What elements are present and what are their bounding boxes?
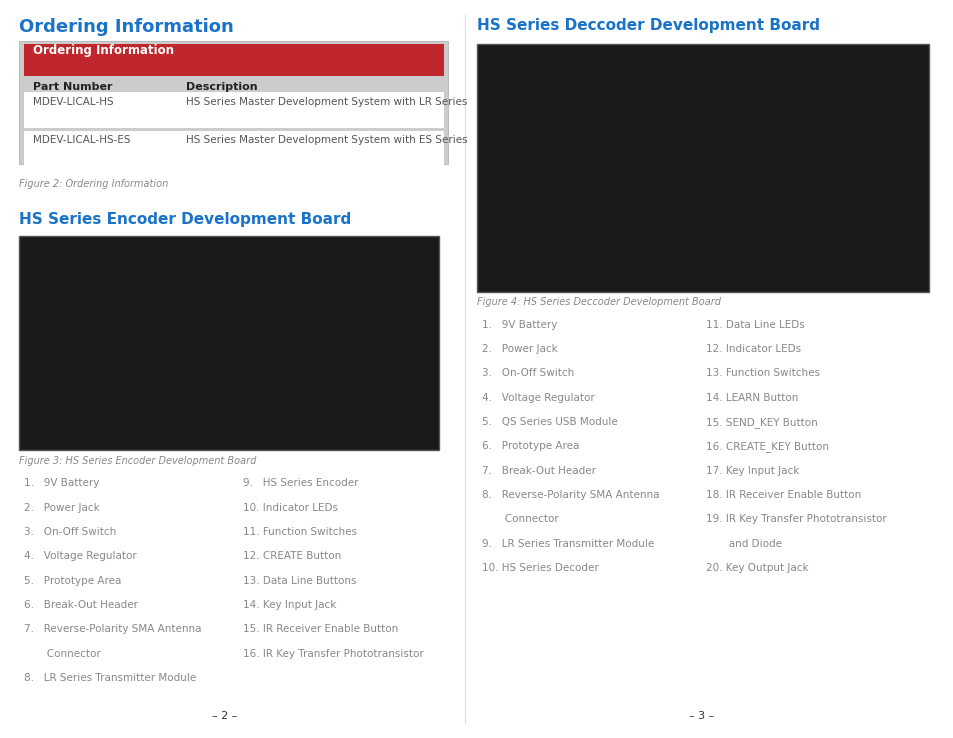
Text: 2.   Power Jack: 2. Power Jack (481, 344, 557, 354)
Text: 2.   Power Jack: 2. Power Jack (24, 503, 99, 513)
Text: 4.   Voltage Regulator: 4. Voltage Regulator (24, 551, 136, 562)
Text: 4.   Voltage Regulator: 4. Voltage Regulator (481, 393, 594, 403)
Text: 9.   HS Series Encoder: 9. HS Series Encoder (243, 478, 358, 489)
Text: 7.   Reverse-Polarity SMA Antenna: 7. Reverse-Polarity SMA Antenna (24, 624, 201, 635)
Text: 10. HS Series Decoder: 10. HS Series Decoder (481, 563, 598, 573)
Text: Connector: Connector (24, 649, 100, 659)
Text: – 2 –: – 2 – (212, 711, 236, 721)
Text: 3.   On-Off Switch: 3. On-Off Switch (24, 527, 116, 537)
Text: 12. Indicator LEDs: 12. Indicator LEDs (705, 344, 801, 354)
Text: Connector: Connector (481, 514, 558, 525)
Text: 6.   Prototype Area: 6. Prototype Area (481, 441, 578, 452)
Text: 7.   Break-Out Header: 7. Break-Out Header (481, 466, 595, 476)
Text: – 3 –: – 3 – (688, 711, 713, 721)
Text: Part Number: Part Number (33, 82, 112, 92)
FancyBboxPatch shape (476, 44, 928, 292)
Text: 11. Data Line LEDs: 11. Data Line LEDs (705, 320, 804, 330)
Text: Figure 4: HS Series Deccoder Development Board: Figure 4: HS Series Deccoder Development… (476, 297, 720, 308)
Text: 20. Key Output Jack: 20. Key Output Jack (705, 563, 808, 573)
Text: 13. Function Switches: 13. Function Switches (705, 368, 819, 379)
Text: Ordering Information: Ordering Information (33, 44, 174, 58)
Text: HS Series Master Development System with LR Series: HS Series Master Development System with… (186, 97, 467, 107)
Text: 6.   Break-Out Header: 6. Break-Out Header (24, 600, 137, 610)
FancyBboxPatch shape (19, 41, 448, 164)
Text: HS Series Encoder Development Board: HS Series Encoder Development Board (19, 212, 351, 227)
Text: 19. IR Key Transfer Phototransistor: 19. IR Key Transfer Phototransistor (705, 514, 885, 525)
Text: 18. IR Receiver Enable Button: 18. IR Receiver Enable Button (705, 490, 861, 500)
Text: 14. LEARN Button: 14. LEARN Button (705, 393, 798, 403)
Text: 9.   LR Series Transmitter Module: 9. LR Series Transmitter Module (481, 539, 654, 549)
Text: 8.   LR Series Transmitter Module: 8. LR Series Transmitter Module (24, 673, 196, 683)
Text: 5.   QS Series USB Module: 5. QS Series USB Module (481, 417, 617, 427)
Text: 5.   Prototype Area: 5. Prototype Area (24, 576, 121, 586)
Text: MDEV-LICAL-HS-ES: MDEV-LICAL-HS-ES (33, 135, 131, 145)
Text: Figure 3: HS Series Encoder Development Board: Figure 3: HS Series Encoder Development … (19, 456, 256, 466)
Text: 14. Key Input Jack: 14. Key Input Jack (243, 600, 336, 610)
Text: 17. Key Input Jack: 17. Key Input Jack (705, 466, 799, 476)
Text: Description: Description (186, 82, 257, 92)
Text: and Diode: and Diode (705, 539, 781, 549)
Text: 10. Indicator LEDs: 10. Indicator LEDs (243, 503, 338, 513)
Text: Ordering Information: Ordering Information (19, 18, 233, 36)
Text: 16. CREATE_KEY Button: 16. CREATE_KEY Button (705, 441, 828, 452)
Text: 15. IR Receiver Enable Button: 15. IR Receiver Enable Button (243, 624, 398, 635)
FancyBboxPatch shape (24, 92, 443, 128)
Text: 3.   On-Off Switch: 3. On-Off Switch (481, 368, 574, 379)
FancyBboxPatch shape (19, 236, 438, 450)
Text: 8.   Reverse-Polarity SMA Antenna: 8. Reverse-Polarity SMA Antenna (481, 490, 659, 500)
FancyBboxPatch shape (24, 131, 443, 166)
FancyBboxPatch shape (24, 44, 443, 76)
Text: HS Series Master Development System with ES Series: HS Series Master Development System with… (186, 135, 467, 145)
Text: 13. Data Line Buttons: 13. Data Line Buttons (243, 576, 356, 586)
Text: 11. Function Switches: 11. Function Switches (243, 527, 356, 537)
Text: MDEV-LICAL-HS: MDEV-LICAL-HS (33, 97, 114, 107)
Text: 12. CREATE Button: 12. CREATE Button (243, 551, 341, 562)
Text: 1.   9V Battery: 1. 9V Battery (481, 320, 557, 330)
Text: Figure 2: Ordering Information: Figure 2: Ordering Information (19, 179, 168, 189)
Text: HS Series Deccoder Development Board: HS Series Deccoder Development Board (476, 18, 820, 33)
Text: 16. IR Key Transfer Phototransistor: 16. IR Key Transfer Phototransistor (243, 649, 423, 659)
Text: 1.   9V Battery: 1. 9V Battery (24, 478, 99, 489)
Text: 15. SEND_KEY Button: 15. SEND_KEY Button (705, 417, 817, 428)
